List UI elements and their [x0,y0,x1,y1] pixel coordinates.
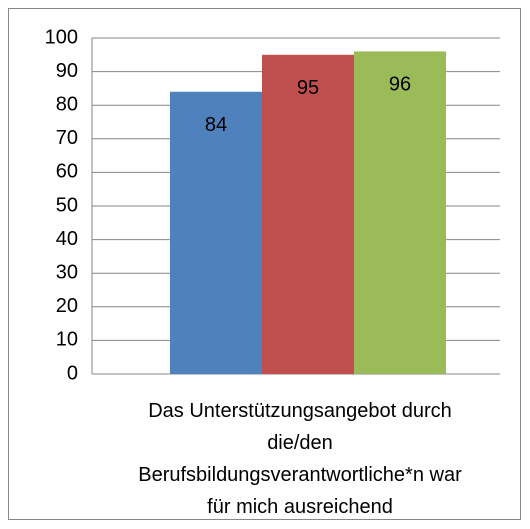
x-tick-label: Das Unterstützungsangebot durch die/den … [138,400,462,518]
data-label: 84 [205,114,227,136]
y-tick-label: 20 [56,295,78,317]
chart-border [8,8,521,520]
bar [262,54,354,375]
y-tick-label: 80 [56,93,78,115]
bar [354,51,446,374]
y-tick-label: 90 [56,60,78,82]
data-label: 95 [297,77,319,99]
y-tick-label: 40 [56,228,78,250]
y-tick-label: 100 [45,26,78,48]
y-tick-label: 0 [67,362,78,384]
y-tick-label: 50 [56,194,78,216]
y-tick-label: 10 [56,329,78,351]
y-tick-label: 70 [56,127,78,149]
y-tick-label: 60 [56,161,78,183]
data-label: 96 [389,74,411,96]
y-tick-label: 30 [56,261,78,283]
bar [170,91,262,374]
